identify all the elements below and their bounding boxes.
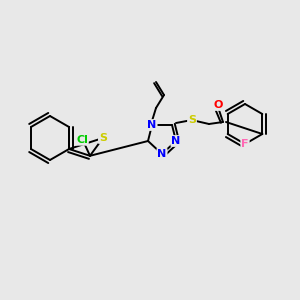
- Text: Cl: Cl: [76, 135, 88, 145]
- Text: N: N: [147, 120, 157, 130]
- Text: N: N: [158, 149, 166, 159]
- Text: S: S: [99, 133, 107, 143]
- Text: F: F: [241, 139, 249, 149]
- Text: N: N: [171, 136, 181, 146]
- Text: O: O: [213, 100, 223, 110]
- Text: S: S: [188, 115, 196, 125]
